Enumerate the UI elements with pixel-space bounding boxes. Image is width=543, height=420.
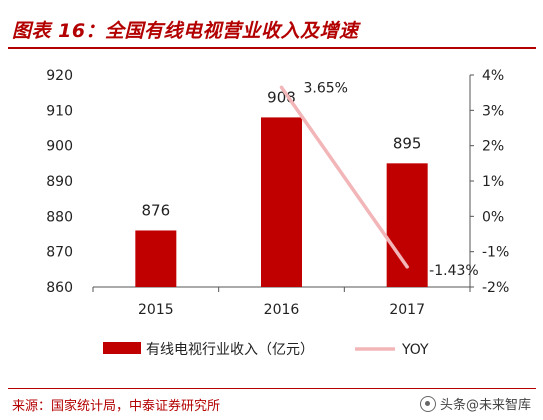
x-tick-label: 2017 (389, 302, 425, 318)
left-tick-label: 860 (46, 280, 73, 296)
legend-bar-swatch (103, 342, 141, 354)
right-tick-label: -2% (482, 280, 509, 296)
right-tick-label: 0% (482, 209, 504, 225)
title-divider (8, 47, 536, 49)
left-tick-label: 870 (46, 245, 73, 261)
bar-value-label: 908 (267, 88, 296, 106)
right-tick-label: 4% (482, 68, 504, 84)
bar (135, 230, 177, 287)
watermark-logo-icon (419, 395, 436, 412)
x-tick-label: 2016 (264, 302, 300, 318)
left-tick-label: 890 (46, 174, 73, 190)
footer-divider (8, 388, 536, 389)
left-tick-label: 900 (46, 139, 73, 155)
left-tick-label: 920 (46, 68, 73, 84)
left-tick-label: 910 (46, 103, 73, 119)
chart-title: 图表 16：全国有线电视营业收入及增速 (12, 20, 359, 42)
watermark-text: 头条@未来智库 (439, 398, 531, 413)
source-note: 来源：国家统计局，中泰证券研究所 (12, 399, 221, 414)
bar-value-label: 895 (393, 134, 422, 152)
yoy-value-label: 3.65% (304, 80, 348, 96)
watermark: 头条@未来智库 (419, 394, 531, 413)
legend-bar-label: 有线电视行业收入（亿元） (146, 342, 314, 358)
bar-value-label: 876 (142, 201, 171, 219)
x-tick-label: 2015 (138, 302, 174, 318)
right-tick-label: 1% (482, 174, 504, 190)
bar (261, 117, 302, 288)
yoy-line (279, 85, 409, 269)
chart-canvas: 860 870 880 890 900 910 920 -2% -1% 0% 1% 2% 3% 4% 201… (46, 68, 509, 358)
right-tick-label: 3% (482, 103, 504, 119)
legend-line-label: YOY (401, 342, 429, 358)
left-tick-label: 880 (46, 209, 73, 225)
yoy-value-label: -1.43% (429, 263, 479, 279)
right-tick-label: -1% (482, 245, 509, 261)
right-tick-label: 2% (482, 139, 504, 155)
